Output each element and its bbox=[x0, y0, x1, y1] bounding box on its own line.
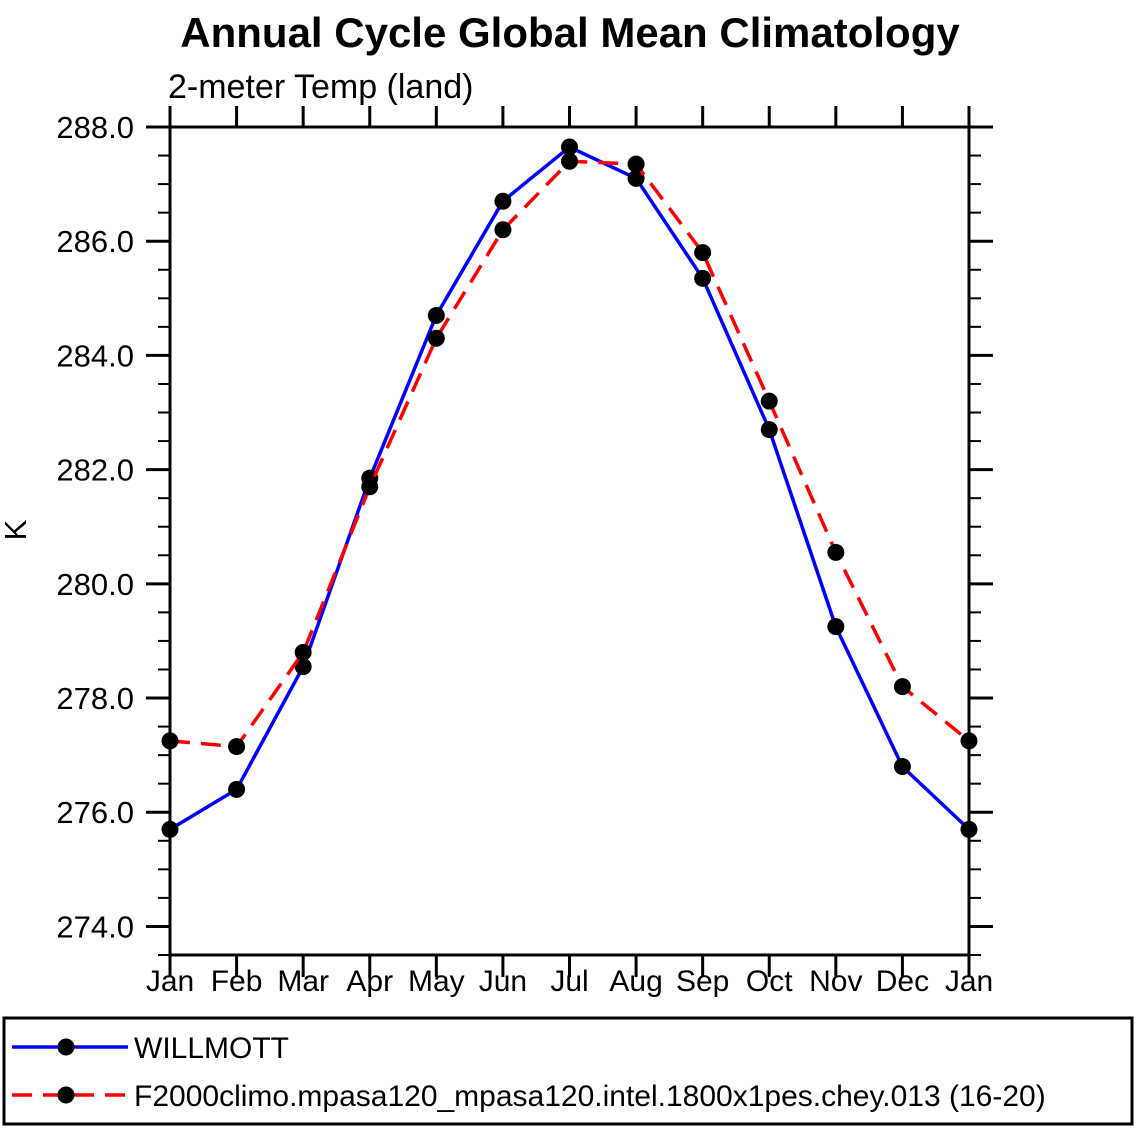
data-point bbox=[760, 392, 778, 410]
data-point bbox=[694, 244, 712, 262]
xtick-label: Apr bbox=[346, 965, 393, 998]
xtick-label: Jun bbox=[479, 965, 527, 998]
data-point bbox=[694, 269, 712, 287]
legend-box bbox=[2, 1016, 1134, 1126]
data-point bbox=[960, 820, 978, 838]
legend-markers bbox=[12, 1038, 128, 1104]
data-point bbox=[294, 658, 312, 676]
xtick-label: Jul bbox=[550, 965, 588, 998]
data-point bbox=[427, 306, 445, 324]
data-point bbox=[427, 329, 445, 347]
data-point bbox=[760, 421, 778, 439]
data-point bbox=[827, 618, 845, 636]
xtick-label: Aug bbox=[609, 965, 662, 998]
xtick-label: Feb bbox=[211, 965, 263, 998]
ytick-label: 276.0 bbox=[56, 795, 134, 830]
data-point bbox=[561, 152, 578, 170]
xtick-label: Oct bbox=[746, 965, 793, 998]
ytick-label: 274.0 bbox=[56, 909, 134, 944]
data-point bbox=[561, 138, 578, 156]
legend-marker-0 bbox=[57, 1038, 75, 1056]
data-point bbox=[494, 192, 512, 210]
legend: WILLMOTT F2000climo.mpasa120_mpasa120.in… bbox=[2, 1016, 1134, 1126]
data-point bbox=[627, 169, 645, 187]
legend-marker-1 bbox=[57, 1086, 75, 1104]
data-point bbox=[960, 732, 978, 750]
data-point bbox=[294, 643, 312, 661]
data-series bbox=[161, 138, 978, 838]
ytick-label: 286.0 bbox=[56, 224, 134, 259]
legend-label-f2000climo: F2000climo.mpasa120_mpasa120.intel.1800x… bbox=[134, 1080, 1046, 1113]
data-point bbox=[361, 478, 379, 496]
data-point bbox=[893, 758, 911, 776]
xtick-label: Jan bbox=[945, 965, 993, 998]
xtick-label: May bbox=[408, 965, 465, 998]
xtick-label: Sep bbox=[676, 965, 729, 998]
series-line-0 bbox=[169, 144, 971, 831]
xtick-label: Jan bbox=[146, 965, 194, 998]
data-point bbox=[228, 780, 246, 798]
ytick-label: 288.0 bbox=[56, 110, 134, 145]
ytick-label: 278.0 bbox=[56, 681, 134, 716]
xtick-label: Dec bbox=[876, 965, 929, 998]
data-point bbox=[228, 738, 246, 756]
legend-label-willmott: WILLMOTT bbox=[134, 1032, 289, 1065]
xtick-label: Mar bbox=[277, 965, 329, 998]
xtick-label: Nov bbox=[809, 965, 862, 998]
chart-title: Annual Cycle Global Mean Climatology bbox=[180, 9, 960, 56]
data-point bbox=[161, 732, 179, 750]
data-point bbox=[827, 543, 845, 561]
plot-box bbox=[168, 125, 971, 957]
y-axis-label: K bbox=[0, 519, 33, 540]
data-point bbox=[627, 155, 645, 173]
ytick-label: 284.0 bbox=[56, 338, 134, 373]
data-point bbox=[161, 820, 179, 838]
ytick-label: 282.0 bbox=[56, 453, 134, 488]
chart-subtitle: 2-meter Temp (land) bbox=[168, 68, 474, 106]
ytick-label: 280.0 bbox=[56, 567, 134, 602]
data-point bbox=[893, 678, 911, 696]
data-point bbox=[494, 221, 512, 239]
axes: 274.0 276.0 278.0 280.0 282.0 284.0 286.0 288.0… bbox=[56, 106, 993, 998]
